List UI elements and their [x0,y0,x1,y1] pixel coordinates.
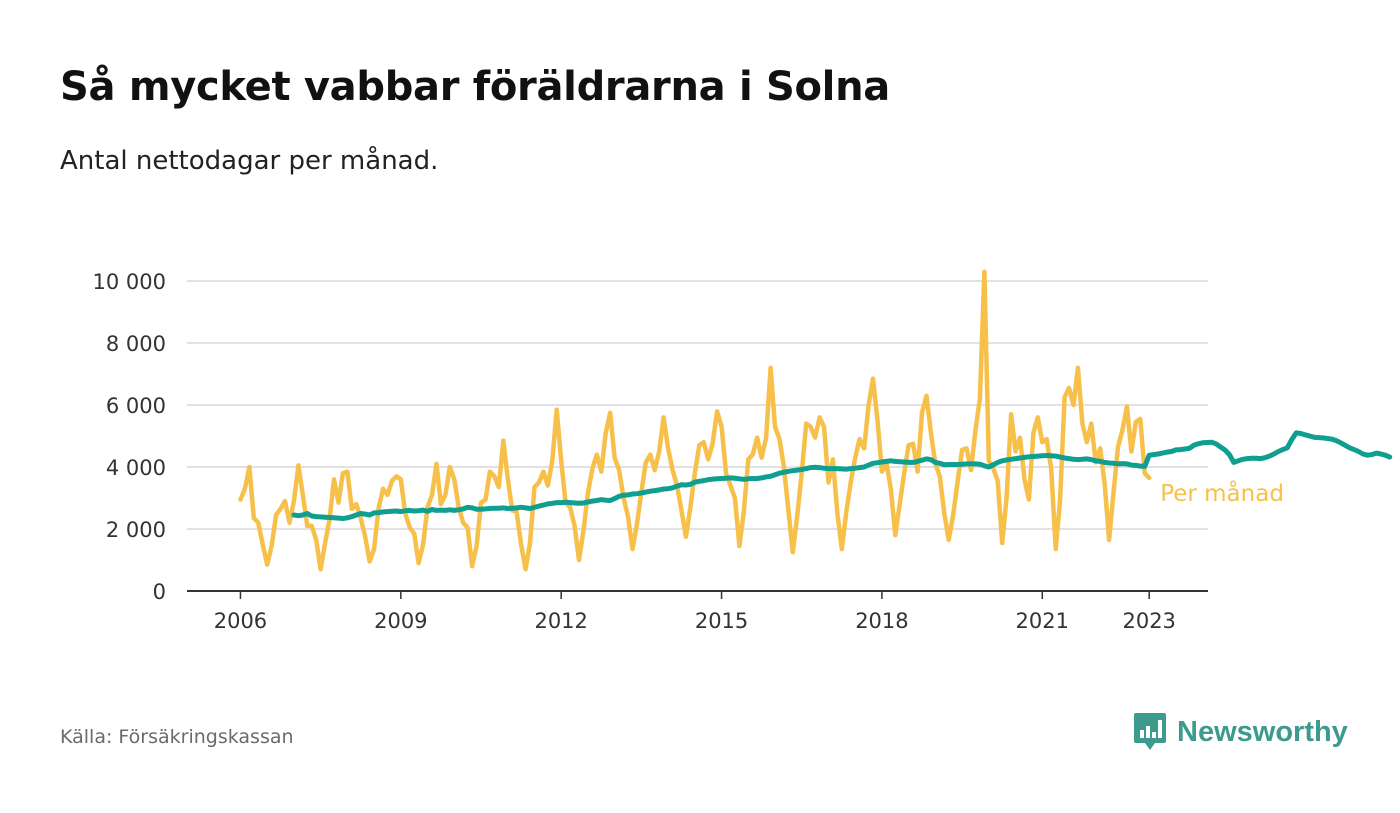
x-tick-label: 2023 [1122,609,1175,633]
y-tick-label: 0 [153,580,166,604]
series-lines [238,269,1393,572]
x-tick-label: 2012 [534,609,587,633]
y-tick-label: 10 000 [93,270,166,294]
x-tick-label: 2015 [695,609,748,633]
y-axis-ticks: 0 2 000 4 000 6 000 8 000 10 000 [93,270,166,604]
newsworthy-logo-icon [1134,713,1166,750]
x-tick-label: 2009 [374,609,427,633]
source-note: Källa: Försäkringskassan [60,726,294,748]
x-axis-ticks: 2006 2009 2012 2015 2018 2021 2023 [187,590,1208,633]
y-tick-label: 6 000 [106,394,166,418]
x-tick-label: 2006 [214,609,267,633]
x-tick-label: 2021 [1016,609,1069,633]
brand-name: Newsworthy [1177,715,1348,748]
y-tick-label: 4 000 [106,456,166,480]
y-tick-label: 8 000 [106,332,166,356]
series-line-trend [291,430,1393,521]
x-tick-label: 2018 [855,609,908,633]
chart-subtitle: Antal nettodagar per månad. [60,146,439,176]
y-tick-label: 2 000 [106,518,166,542]
brand-logo: Newsworthy [1133,712,1348,752]
series-line-per-manad [238,269,1152,572]
chart-title: Så mycket vabbar föräldrarna i Solna [60,64,890,110]
series-label-per-manad: Per månad [1160,479,1284,507]
gridlines [187,280,1208,530]
series-labels: Per månadTrend [1160,442,1400,507]
